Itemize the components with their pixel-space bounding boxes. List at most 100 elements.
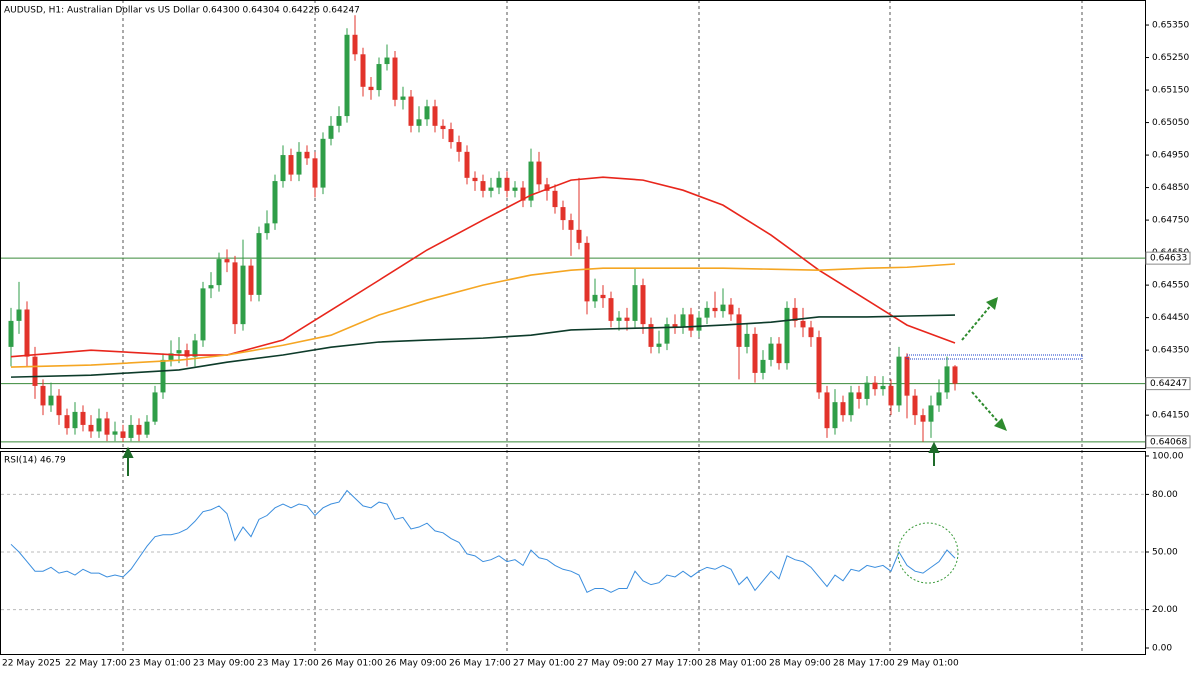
candle-body — [464, 151, 470, 178]
chart-title: AUDUSD, H1: Australian Dollar vs US Doll… — [4, 6, 360, 16]
candle-body — [400, 96, 406, 100]
x-tick-label: 27 May 09:00 — [577, 659, 639, 669]
price-level-label: 0.64068 — [1150, 437, 1187, 447]
rsi-line — [10, 489, 956, 593]
candle-body — [200, 288, 206, 341]
candle-body — [472, 177, 478, 182]
candle-body — [408, 96, 414, 126]
candle-body — [520, 187, 526, 201]
plot: 0.641500.642500.643500.644500.645500.646… — [1, 15, 1191, 669]
candle-body — [592, 294, 598, 302]
candle-body — [240, 265, 246, 325]
candle-body — [288, 155, 294, 175]
y-tick-label: 0.65150 — [1152, 86, 1189, 96]
y-tick-label: 0.65050 — [1152, 118, 1189, 128]
candle-body — [360, 54, 366, 87]
candle-body — [112, 431, 118, 435]
candle-body — [672, 324, 678, 328]
x-tick-label: 29 May 01:00 — [897, 659, 959, 669]
candle-body — [416, 119, 422, 126]
candle-body — [312, 158, 318, 188]
candle-body — [192, 340, 198, 357]
candle-body — [128, 424, 134, 438]
candle-body — [344, 34, 350, 117]
y-tick-label: 0.65350 — [1152, 21, 1189, 31]
candle-body — [24, 309, 30, 357]
candle-body — [368, 86, 374, 91]
candle-body — [640, 285, 646, 325]
range-box — [906, 354, 1083, 360]
candle-body — [336, 116, 342, 126]
candle-body — [832, 402, 838, 429]
candle-body — [840, 402, 846, 416]
candle-body — [376, 64, 382, 91]
candle-body — [624, 317, 630, 321]
candle-body — [704, 307, 710, 318]
rsi-tick-label: 0.00 — [1152, 644, 1172, 654]
candle-body — [696, 317, 702, 331]
main-panel-border — [0, 0, 1146, 449]
candle-body — [880, 385, 886, 390]
candle-body — [800, 320, 806, 328]
candle-body — [160, 359, 166, 393]
candle-body — [48, 395, 54, 406]
candle-body — [768, 343, 774, 360]
candle-body — [96, 418, 102, 432]
candle-body — [864, 382, 870, 399]
candle-body — [600, 294, 606, 299]
arrows — [961, 303, 1001, 425]
candle-body — [320, 138, 326, 188]
candle-body — [248, 265, 254, 295]
candle-body — [576, 229, 582, 243]
x-tick-label: 28 May 01:00 — [705, 659, 767, 669]
candle-body — [568, 220, 574, 230]
candle-body — [120, 431, 126, 438]
candle-body — [664, 324, 670, 344]
candle-body — [352, 34, 358, 55]
candle-body — [608, 298, 614, 321]
candle-body — [904, 356, 910, 396]
candle-body — [752, 333, 758, 373]
support-arrows — [122, 441, 940, 476]
candle-body — [256, 233, 262, 295]
rsi-tick-label: 80.00 — [1152, 490, 1178, 500]
moving-average — [10, 263, 956, 368]
candle-body — [488, 187, 494, 191]
candle-body — [72, 411, 78, 429]
highlight-circle — [897, 522, 959, 584]
moving-average — [10, 176, 956, 358]
y-tick-label: 0.64850 — [1152, 183, 1189, 193]
candle-body — [152, 392, 158, 422]
candle-body — [712, 307, 718, 312]
x-tick-label: 28 May 09:00 — [769, 659, 831, 669]
y-tick-label: 0.64750 — [1152, 216, 1189, 226]
candle-body — [440, 125, 446, 130]
candle-body — [224, 259, 230, 263]
candle-body — [208, 285, 214, 289]
x-tick-label: 27 May 17:00 — [641, 659, 703, 669]
candle-body — [744, 333, 750, 347]
x-tick-label: 26 May 17:00 — [449, 659, 511, 669]
candle-body — [480, 181, 486, 191]
candle-body — [328, 125, 334, 139]
y-tick-label: 0.64450 — [1152, 313, 1189, 323]
arrow-up — [961, 303, 993, 341]
candle-body — [296, 151, 302, 175]
candle-body — [8, 320, 14, 347]
candle-body — [304, 151, 310, 159]
candle-body — [16, 309, 22, 321]
candle-body — [920, 415, 926, 422]
candle-body — [896, 356, 902, 406]
arrow-down-head — [994, 418, 1007, 431]
candle-body — [680, 314, 686, 328]
candle-body — [936, 392, 942, 406]
candle-body — [728, 304, 734, 315]
candle-body — [552, 190, 558, 208]
x-tick-label: 22 May 17:00 — [65, 659, 127, 669]
arrow-up-head — [986, 297, 998, 310]
candle-body — [232, 262, 238, 325]
candle-body — [872, 382, 878, 390]
candle-body — [912, 395, 918, 416]
candle-body — [168, 353, 174, 360]
